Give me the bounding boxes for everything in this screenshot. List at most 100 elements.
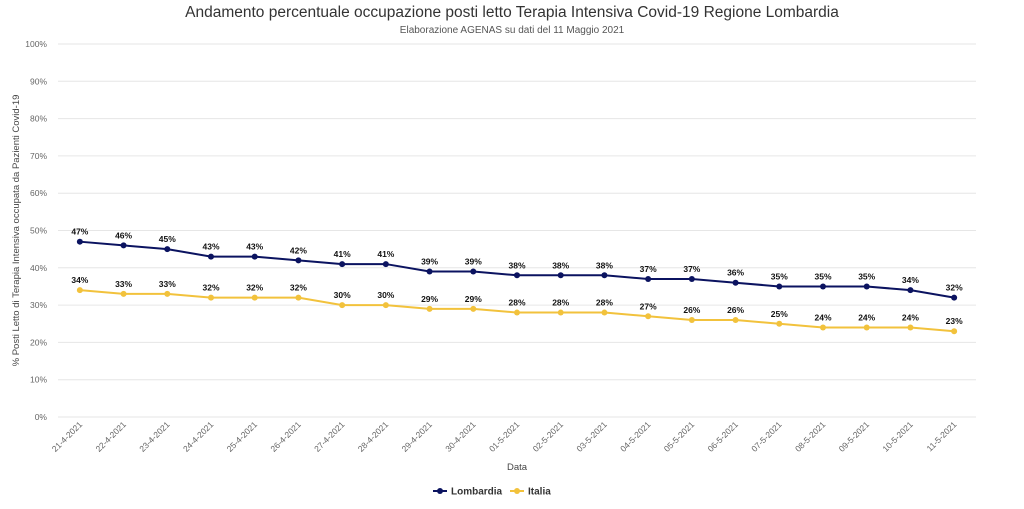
y-tick-label: 0%	[35, 412, 48, 422]
data-point-italia	[732, 317, 739, 324]
data-point-lombardia	[951, 294, 958, 301]
data-label-lombardia: 38%	[508, 260, 525, 270]
x-tick-label: 08-5-2021	[793, 419, 828, 454]
x-tick-label: 22-4-2021	[94, 419, 129, 454]
x-tick-label: 09-5-2021	[837, 419, 872, 454]
y-tick-label: 30%	[30, 300, 47, 310]
data-label-lombardia: 39%	[421, 257, 438, 267]
x-tick-label: 23-4-2021	[137, 419, 172, 454]
data-point-lombardia	[732, 279, 739, 286]
data-point-lombardia	[251, 253, 258, 260]
data-label-italia: 28%	[596, 298, 613, 308]
data-label-italia: 30%	[377, 290, 394, 300]
legend-marker-lombardia	[437, 488, 443, 494]
y-tick-label: 90%	[30, 76, 47, 86]
y-tick-label: 100%	[25, 39, 47, 49]
x-tick-label: 25-4-2021	[225, 419, 260, 454]
x-tick-label: 04-5-2021	[618, 419, 653, 454]
data-label-lombardia: 45%	[159, 234, 176, 244]
data-point-italia	[382, 302, 389, 309]
data-point-lombardia	[645, 275, 652, 282]
data-label-italia: 26%	[727, 305, 744, 315]
data-point-italia	[601, 309, 608, 316]
x-tick-label: 10-5-2021	[880, 419, 915, 454]
data-point-italia	[339, 302, 346, 309]
data-point-lombardia	[120, 242, 127, 249]
y-tick-label: 80%	[30, 114, 47, 124]
data-label-italia: 32%	[290, 283, 307, 293]
x-tick-label: 11-5-2021	[925, 419, 959, 453]
data-label-italia: 23%	[946, 316, 963, 326]
data-point-lombardia	[688, 275, 695, 282]
x-tick-label: 02-5-2021	[531, 419, 566, 454]
data-point-lombardia	[601, 272, 608, 279]
data-point-lombardia	[208, 253, 214, 260]
data-point-italia	[820, 324, 826, 331]
x-tick-label: 03-5-2021	[574, 419, 609, 454]
data-point-lombardia	[470, 268, 477, 275]
x-tick-label: 05-5-2021	[662, 419, 697, 454]
x-tick-label: 27-4-2021	[312, 419, 347, 454]
data-label-italia: 27%	[640, 301, 657, 311]
data-point-italia	[776, 320, 783, 327]
data-label-italia: 24%	[902, 312, 919, 322]
data-point-lombardia	[382, 261, 389, 268]
data-point-italia	[863, 324, 870, 331]
x-tick-label: 24-4-2021	[181, 419, 216, 454]
data-label-lombardia: 36%	[727, 268, 744, 278]
data-point-lombardia	[557, 272, 564, 279]
data-label-italia: 28%	[552, 298, 569, 308]
data-label-lombardia: 35%	[814, 271, 831, 281]
data-label-italia: 24%	[814, 312, 831, 322]
data-point-lombardia	[426, 268, 433, 275]
data-label-lombardia: 41%	[334, 249, 351, 259]
y-tick-label: 50%	[30, 226, 47, 236]
y-tick-label: 20%	[30, 337, 47, 347]
data-point-italia	[951, 328, 958, 335]
data-point-italia	[208, 294, 214, 301]
data-label-lombardia: 35%	[771, 271, 788, 281]
data-label-italia: 32%	[202, 283, 219, 293]
x-tick-label: 30-4-2021	[443, 419, 478, 454]
data-label-italia: 29%	[421, 294, 438, 304]
data-label-lombardia: 41%	[377, 249, 394, 259]
data-label-lombardia: 38%	[552, 260, 569, 270]
data-point-italia	[907, 324, 914, 331]
legend-label-italia: Italia	[528, 487, 551, 498]
legend-marker-italia	[514, 488, 520, 494]
y-tick-label: 10%	[30, 375, 47, 385]
data-point-lombardia	[339, 261, 346, 268]
data-point-lombardia	[76, 238, 83, 245]
x-tick-label: 29-4-2021	[400, 419, 435, 454]
data-point-lombardia	[164, 246, 171, 253]
x-tick-label: 26-4-2021	[268, 419, 303, 454]
data-point-lombardia	[907, 287, 914, 294]
x-axis-title: Data	[507, 462, 528, 473]
data-point-italia	[645, 313, 652, 320]
data-label-lombardia: 37%	[640, 264, 657, 274]
y-tick-label: 60%	[30, 188, 47, 198]
y-axis-title: % Posti Letto di Terapia Intensiva occup…	[11, 95, 22, 367]
x-tick-label: 21-4-2021	[50, 419, 85, 454]
x-tick-label: 06-5-2021	[706, 419, 741, 454]
chart-subtitle: Elaborazione AGENAS su dati del 11 Maggi…	[399, 25, 625, 36]
data-label-lombardia: 43%	[202, 242, 219, 252]
data-point-lombardia	[776, 283, 783, 290]
data-label-lombardia: 42%	[290, 245, 307, 255]
x-tick-label: 01-5-2021	[487, 419, 522, 454]
legend-label-lombardia: Lombardia	[451, 487, 503, 498]
y-tick-label: 70%	[30, 151, 47, 161]
x-tick-label: 28-4-2021	[356, 419, 391, 454]
data-point-italia	[164, 290, 171, 297]
data-label-italia: 32%	[246, 283, 263, 293]
data-label-italia: 33%	[115, 279, 132, 289]
data-point-lombardia	[863, 283, 870, 290]
data-label-italia: 34%	[71, 275, 88, 285]
data-point-italia	[470, 305, 477, 312]
data-point-lombardia	[514, 272, 520, 279]
data-label-lombardia: 35%	[858, 271, 875, 281]
data-label-italia: 33%	[159, 279, 176, 289]
data-point-lombardia	[295, 257, 302, 264]
data-point-italia	[688, 317, 695, 324]
